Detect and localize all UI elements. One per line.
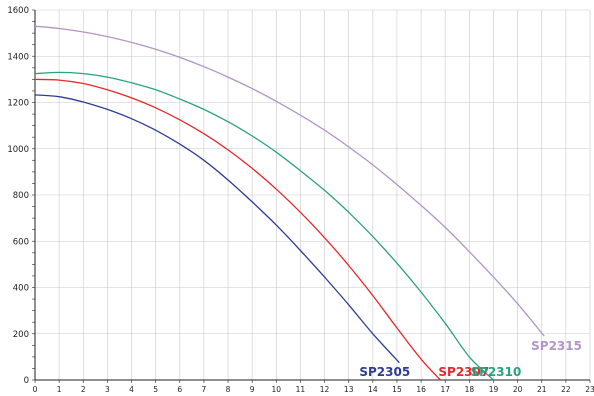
series-line-sp2315: [34, 25, 545, 337]
series-lines: [34, 25, 545, 381]
x-tick-label: 13: [344, 385, 354, 394]
x-tick-label: 16: [416, 385, 426, 394]
y-tick-label: 600: [13, 237, 29, 247]
series-line-sp2305: [34, 94, 400, 364]
y-tick-label: 400: [13, 284, 29, 294]
x-tick-label: 11: [296, 385, 306, 394]
x-tick-label: 15: [392, 385, 402, 394]
y-tick-label: 1600: [7, 6, 29, 16]
x-tick-label: 6: [177, 385, 182, 394]
x-tick-label: 0: [33, 385, 38, 394]
x-tick-label: 18: [465, 385, 475, 394]
x-tick-label: 23: [585, 385, 594, 394]
x-tick-label: 12: [320, 385, 330, 394]
y-tick-label: 1200: [7, 99, 29, 109]
x-tick-label: 20: [513, 385, 523, 394]
x-tick-label: 3: [105, 385, 110, 394]
y-tick-label: 200: [13, 330, 29, 340]
series-label-sp2307: SP2307: [438, 365, 489, 379]
x-tick-label: 1: [57, 385, 62, 394]
x-tick-label: 10: [272, 385, 282, 394]
x-tick-label: 22: [561, 385, 571, 394]
y-tick-label: 1400: [7, 52, 29, 62]
series-line-sp2307: [34, 78, 441, 381]
series-line-sp2310: [34, 71, 494, 381]
x-tick-label: 14: [368, 385, 378, 394]
x-tick-label: 9: [250, 385, 255, 394]
y-tick-label: 800: [13, 191, 29, 201]
series-label-sp2310: SP2310: [470, 365, 521, 379]
y-tick-label: 0: [24, 376, 29, 386]
x-tick-label: 4: [129, 385, 134, 394]
x-tick-label: 7: [202, 385, 207, 394]
series-label-sp2305: SP2305: [359, 365, 410, 379]
x-tick-label: 21: [537, 385, 547, 394]
x-tick-label: 2: [81, 385, 86, 394]
x-tick-label: 17: [440, 385, 450, 394]
x-axis-ticks: 0 1 2 3 4 5 6 7 8 9 10 11 12 13 14 15 16 17 18 19 20 21 22 23: [33, 380, 594, 394]
x-tick-label: 19: [489, 385, 499, 394]
x-tick-label: 8: [226, 385, 231, 394]
x-tick-label: 5: [153, 385, 158, 394]
y-tick-label: 1000: [7, 145, 29, 155]
series-label-sp2315: SP2315: [531, 339, 582, 353]
